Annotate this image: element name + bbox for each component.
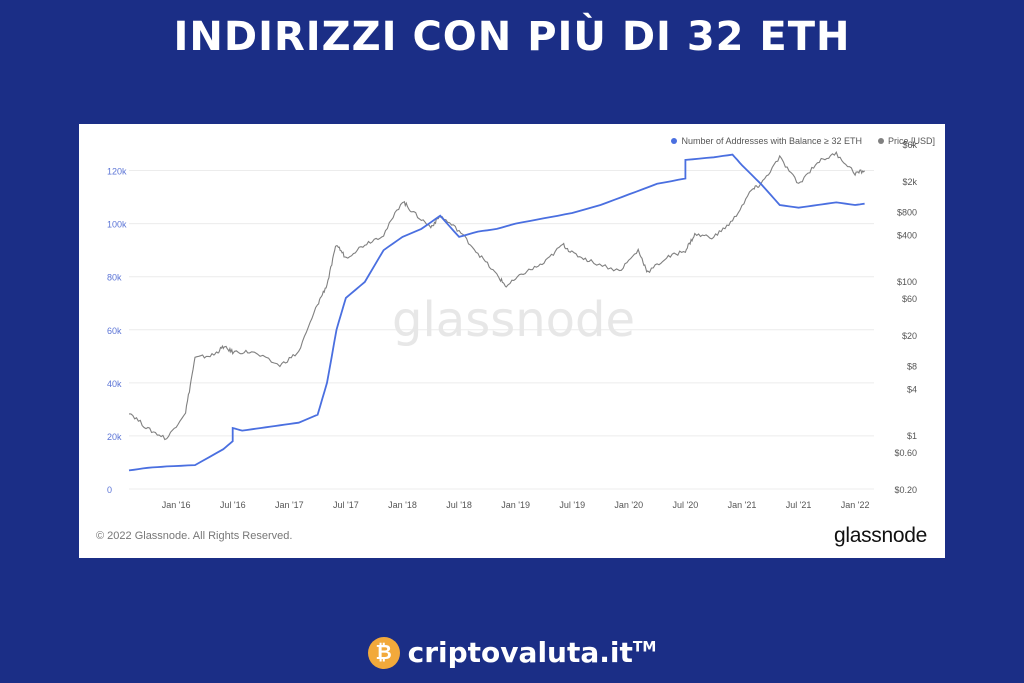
chart: 0 20k 40k 60k 80k 100k 120k $0.20 $0.60 $1 $4 $8 $20… bbox=[107, 140, 917, 510]
legend-label: Number of Addresses with Balance ≥ 32 ET… bbox=[681, 136, 862, 146]
y-right-tick-label: $60 bbox=[902, 294, 917, 304]
x-tick-label: Jan '18 bbox=[388, 500, 417, 510]
y-left-tick-label: 80k bbox=[107, 273, 122, 283]
y-left-tick-label: 60k bbox=[107, 326, 122, 336]
y-right-tick-label: $400 bbox=[897, 231, 917, 241]
y-right-tick-label: $0.60 bbox=[894, 448, 917, 458]
glassnode-logo: glassnode bbox=[833, 524, 927, 547]
bitcoin-coin-icon: ₿ bbox=[367, 636, 400, 669]
y-left-tick-label: 120k bbox=[107, 167, 127, 177]
y-left-tick-label: 100k bbox=[107, 220, 127, 230]
y-right-tick-label: $100 bbox=[897, 277, 917, 287]
x-tick-label: Jan '19 bbox=[501, 500, 530, 510]
x-tick-label: Jan '16 bbox=[162, 500, 191, 510]
y-right-tick-label: $1 bbox=[907, 431, 917, 441]
page-title: INDIRIZZI CON PIÙ DI 32 ETH bbox=[173, 14, 851, 60]
y-left-tick-label: 40k bbox=[107, 379, 122, 389]
trademark: TM bbox=[632, 639, 657, 656]
x-tick-label: Jul '18 bbox=[446, 500, 472, 510]
x-tick-label: Jul '20 bbox=[673, 500, 699, 510]
y-right-tick-label: $800 bbox=[897, 207, 917, 217]
y-right-tick-label: $4 bbox=[907, 385, 917, 395]
y-left-tick-label: 0 bbox=[107, 485, 112, 495]
y-left-tick-label: 20k bbox=[107, 432, 122, 442]
x-tick-label: Jul '21 bbox=[786, 500, 812, 510]
legend-dot-icon bbox=[877, 138, 884, 144]
y-right-tick-label: $8 bbox=[907, 362, 917, 372]
footer-logo[interactable]: ₿ criptovaluta.itTM bbox=[0, 636, 1024, 669]
x-tick-label: Jul '17 bbox=[333, 500, 359, 510]
legend-dot-icon bbox=[671, 138, 678, 144]
addresses-series-line bbox=[128, 153, 865, 472]
legend-label: Price [USD] bbox=[887, 136, 935, 146]
copyright: © 2022 Glassnode. All Rights Reserved. bbox=[96, 530, 293, 542]
legend: Number of Addresses with Balance ≥ 32 ET… bbox=[671, 136, 935, 146]
price-series-line bbox=[129, 150, 866, 441]
x-tick-label: Jan '17 bbox=[275, 500, 304, 510]
y-right-tick-label: $6k bbox=[902, 140, 917, 150]
x-tick-label: Jul '16 bbox=[220, 500, 246, 510]
y-right-tick-label: $20 bbox=[902, 331, 917, 341]
x-tick-label: Jul '19 bbox=[559, 500, 585, 510]
watermark: glassnode bbox=[392, 292, 635, 348]
x-tick-label: Jan '20 bbox=[614, 500, 643, 510]
y-right-tick-label: $2k bbox=[902, 177, 917, 187]
site-name-text: criptovaluta.it bbox=[407, 636, 633, 669]
chart-card: 0 20k 40k 60k 80k 100k 120k $0.20 $0.60 $1 $4 $8 $20… bbox=[79, 124, 945, 558]
legend-item-price[interactable]: Price [USD] bbox=[877, 136, 935, 146]
y-right-tick-label: $0.20 bbox=[894, 485, 917, 495]
x-tick-label: Jan '22 bbox=[841, 500, 870, 510]
site-name: criptovaluta.itTM bbox=[408, 636, 657, 669]
x-tick-label: Jan '21 bbox=[728, 500, 757, 510]
legend-item-addresses[interactable]: Number of Addresses with Balance ≥ 32 ET… bbox=[671, 136, 862, 146]
